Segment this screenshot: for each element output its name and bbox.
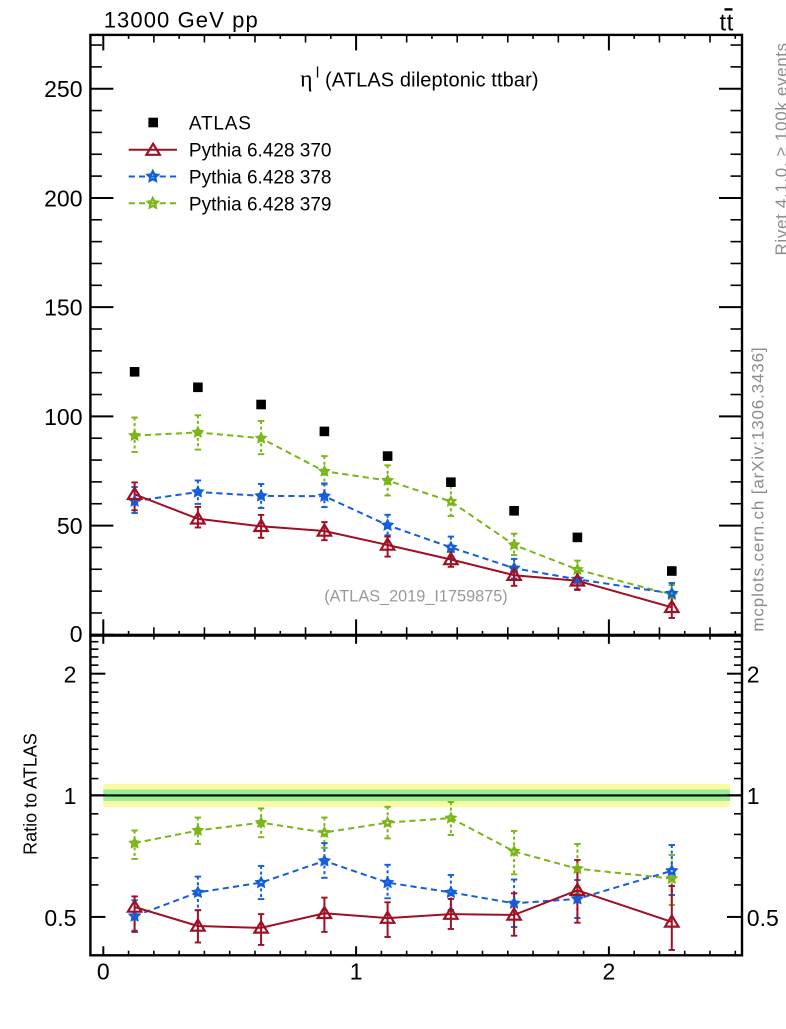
svg-text:1: 1 [64, 783, 77, 809]
svg-text:13000 GeV pp: 13000 GeV pp [104, 7, 259, 32]
svg-text:2: 2 [603, 959, 616, 985]
svg-text:Pythia 6.428 378: Pythia 6.428 378 [189, 168, 332, 189]
svg-text:1: 1 [350, 959, 363, 985]
svg-text:0: 0 [70, 621, 83, 647]
svg-text:50: 50 [57, 513, 83, 539]
svg-text:250: 250 [44, 76, 82, 102]
svg-text:2: 2 [64, 662, 77, 688]
svg-text:150: 150 [44, 295, 82, 321]
svg-text:tt: tt [719, 9, 733, 36]
svg-text:100: 100 [44, 404, 82, 430]
svg-text:200: 200 [44, 185, 82, 211]
svg-text:0: 0 [97, 959, 110, 985]
svg-text:(ATLAS_2019_I1759875): (ATLAS_2019_I1759875) [324, 587, 507, 605]
svg-text:0.5: 0.5 [747, 905, 779, 931]
svg-text:ηl (ATLAS dileptonic ttbar): ηl (ATLAS dileptonic ttbar) [300, 65, 539, 93]
svg-text:Pythia 6.428 370: Pythia 6.428 370 [189, 141, 332, 162]
svg-text:Rivet 4.1.0, ≥ 100k events: Rivet 4.1.0, ≥ 100k events [772, 42, 786, 255]
svg-text:Ratio to ATLAS: Ratio to ATLAS [21, 733, 41, 855]
svg-text:0.5: 0.5 [44, 905, 76, 931]
svg-text:1: 1 [747, 783, 760, 809]
svg-text:mcplots.cern.ch [arXiv:1306.34: mcplots.cern.ch [arXiv:1306.3436] [749, 347, 768, 632]
svg-text:ATLAS: ATLAS [189, 114, 252, 135]
svg-text:Pythia 6.428 379: Pythia 6.428 379 [189, 194, 332, 215]
svg-text:2: 2 [747, 662, 760, 688]
